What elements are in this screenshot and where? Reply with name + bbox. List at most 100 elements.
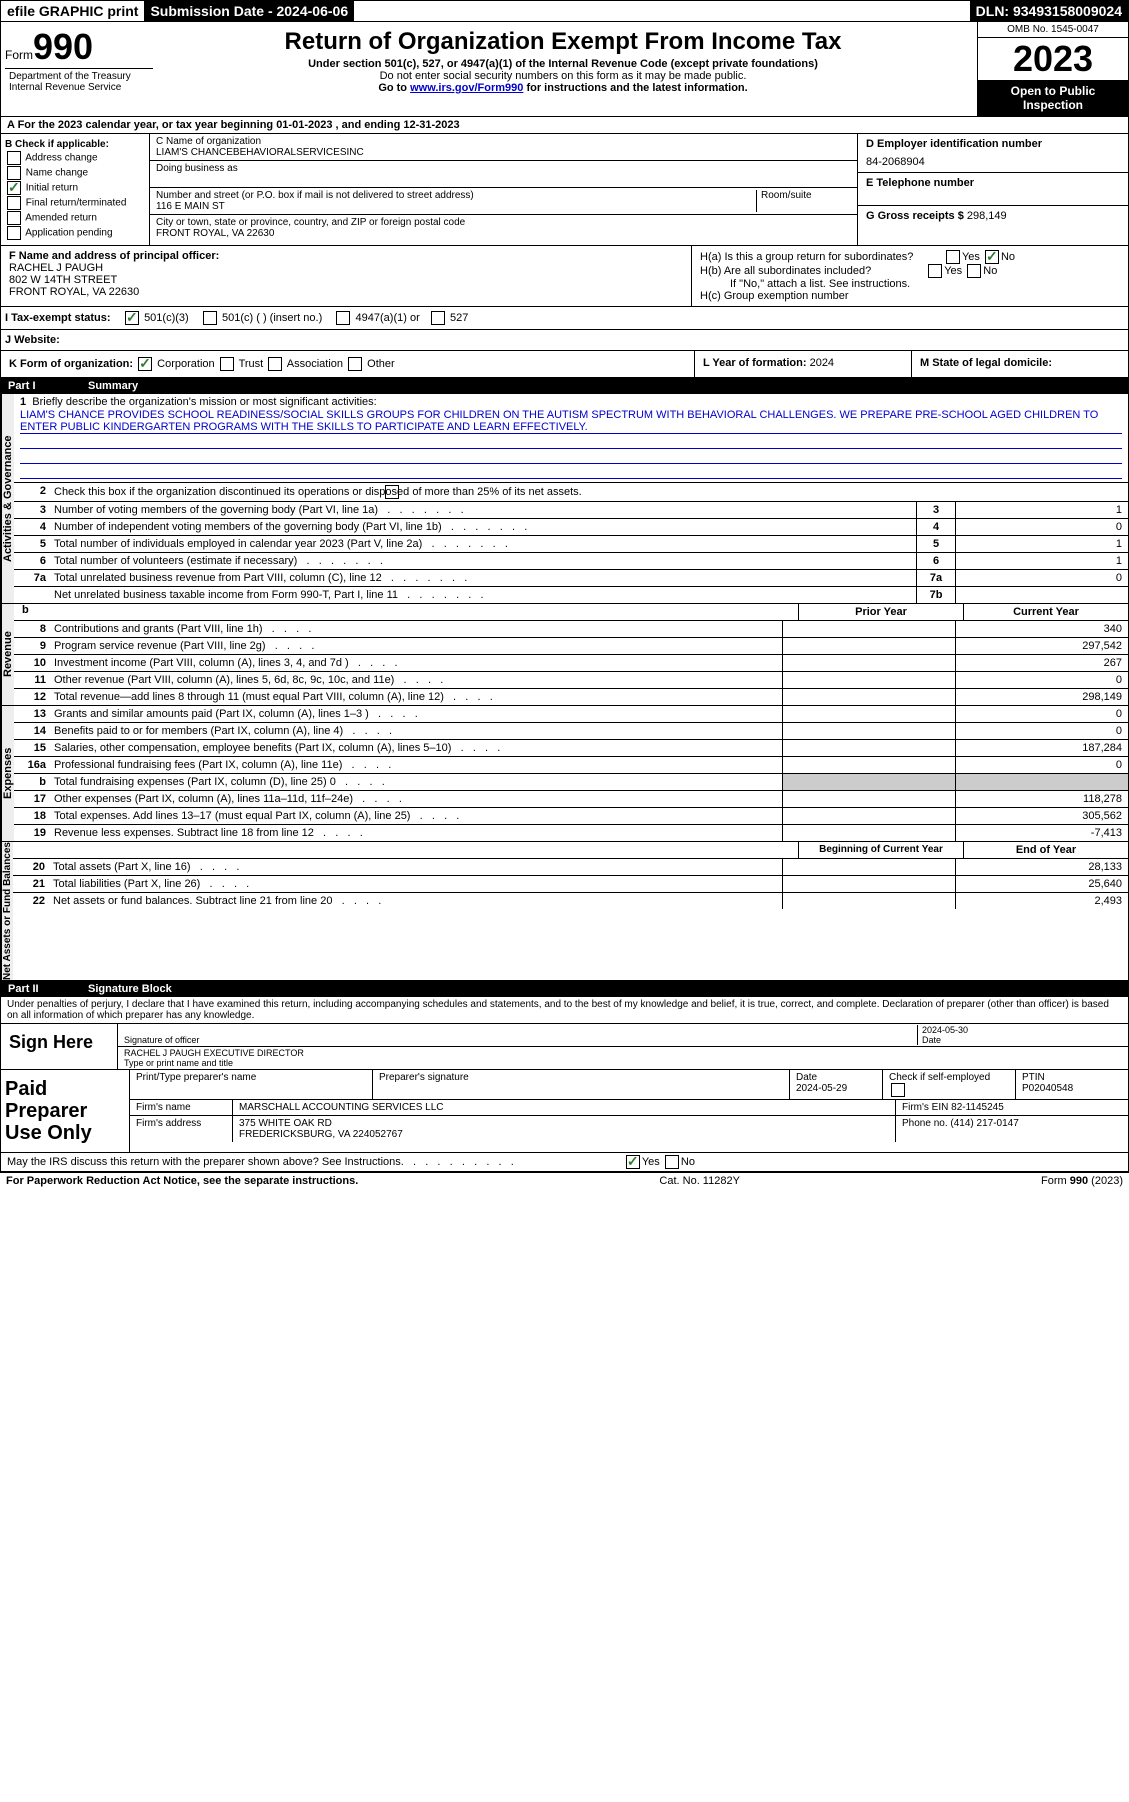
gov-row: 5Total number of individuals employed in… (14, 536, 1128, 553)
preparer-row: Paid Preparer Use Only Print/Type prepar… (1, 1070, 1128, 1152)
year-formation: L Year of formation: 2024 (694, 351, 911, 377)
gross-row: G Gross receipts $ 298,149 (858, 205, 1128, 226)
part-ii-label: Part II (8, 983, 88, 995)
col-b: B Check if applicable: Address change Na… (1, 134, 150, 245)
addr-label: Number and street (or P.O. box if mail i… (156, 190, 756, 201)
hdr-prior: Prior Year (798, 604, 963, 620)
row-k-l-m: K Form of organization: Corporation Trus… (0, 351, 1129, 378)
net-header: Beginning of Current Year End of Year (13, 842, 1128, 859)
data-row: 11Other revenue (Part VIII, column (A), … (14, 672, 1128, 689)
footer-mid: Cat. No. 11282Y (659, 1175, 740, 1187)
h-c: H(c) Group exemption number (700, 290, 1120, 302)
col-h: H(a) Is this a group return for subordin… (691, 246, 1128, 306)
mission-blank-2 (20, 450, 1122, 464)
preparer-body: Print/Type preparer's name Preparer's si… (130, 1070, 1128, 1152)
chk-final: Final return/terminated (5, 196, 145, 210)
part-i-label: Part I (8, 380, 88, 392)
part-i-title: Summary (88, 380, 138, 392)
public-inspection: Open to Public Inspection (978, 80, 1128, 116)
vlabel-governance: Activities & Governance (1, 394, 14, 603)
gov-row: 4Number of independent voting members of… (14, 519, 1128, 536)
city-state-zip: FRONT ROYAL, VA 22630 (156, 228, 851, 239)
title-block: Return of Organization Exempt From Incom… (149, 22, 977, 116)
gov-body: 1 Briefly describe the organization's mi… (14, 394, 1128, 603)
form-label: Form990 Department of the Treasury Inter… (1, 22, 149, 116)
firm-name-row: Firm's name MARSCHALL ACCOUNTING SERVICE… (130, 1100, 1128, 1116)
data-row: 19Revenue less expenses. Subtract line 1… (14, 825, 1128, 841)
row-f-h: F Name and address of principal officer:… (0, 246, 1129, 307)
phone-label: E Telephone number (866, 177, 1120, 189)
preparer-label: Paid Preparer Use Only (1, 1070, 130, 1152)
chk-name: Name change (5, 166, 145, 180)
sign-here-label: Sign Here (1, 1024, 118, 1069)
vlabel-revenue: Revenue (1, 604, 14, 705)
dba-row: Doing business as (150, 161, 857, 188)
topbar: efile GRAPHIC print Submission Date - 20… (0, 0, 1129, 22)
h-b-note: If "No," attach a list. See instructions… (700, 278, 1120, 290)
col-d-e: D Employer identification number 84-2068… (857, 134, 1128, 245)
form-org: K Form of organization: Corporation Trus… (1, 351, 694, 377)
topbar-spacer (354, 9, 970, 13)
perjury-text: Under penalties of perjury, I declare th… (0, 997, 1129, 1024)
data-row: 21Total liabilities (Part X, line 26) . … (13, 876, 1128, 893)
gov-row: 7aTotal unrelated business revenue from … (14, 570, 1128, 587)
officer-name: RACHEL J PAUGH (9, 262, 683, 274)
goto-pre: Go to (378, 82, 410, 94)
h-a: H(a) Is this a group return for subordin… (700, 250, 1120, 264)
irs-link[interactable]: www.irs.gov/Form990 (410, 82, 523, 94)
data-row: 16aProfessional fundraising fees (Part I… (14, 757, 1128, 774)
form-title: Return of Organization Exempt From Incom… (153, 28, 973, 56)
gov-row: Net unrelated business taxable income fr… (14, 587, 1128, 603)
org-name: LIAM'S CHANCEBEHAVIORALSERVICESINC (156, 147, 851, 158)
discuss-row: May the IRS discuss this return with the… (0, 1153, 1129, 1172)
section-governance: Activities & Governance 1 Briefly descri… (0, 394, 1129, 604)
sig-line: Signature of officer 2024-05-30Date (118, 1024, 1128, 1047)
mission-block: 1 Briefly describe the organization's mi… (14, 394, 1128, 483)
hdr-current: Current Year (963, 604, 1128, 620)
ein-label: D Employer identification number (866, 138, 1120, 150)
subtitle-3: Go to www.irs.gov/Form990 for instructio… (153, 82, 973, 94)
signature-block: Sign Here Signature of officer 2024-05-3… (0, 1024, 1129, 1153)
mission-blank-1 (20, 435, 1122, 449)
hdr-end: End of Year (963, 842, 1128, 858)
gross-label: G Gross receipts $ (866, 210, 964, 222)
footer: For Paperwork Reduction Act Notice, see … (0, 1172, 1129, 1189)
phone-row: E Telephone number (858, 172, 1128, 205)
data-row: 14Benefits paid to or for members (Part … (14, 723, 1128, 740)
officer-addr2: FRONT ROYAL, VA 22630 (9, 286, 683, 298)
chk-amended: Amended return (5, 211, 145, 225)
tax-status-options: 501(c)(3) 501(c) ( ) (insert no.) 4947(a… (119, 307, 1128, 329)
header: Form990 Department of the Treasury Inter… (0, 22, 1129, 117)
col-f: F Name and address of principal officer:… (1, 246, 691, 306)
subtitle-2: Do not enter social security numbers on … (153, 70, 973, 82)
ein-row: D Employer identification number 84-2068… (858, 134, 1128, 172)
city-label: City or town, state or province, country… (156, 217, 851, 228)
rev-header: b Prior Year Current Year (14, 604, 1128, 621)
officer-addr1: 802 W 14TH STREET (9, 274, 683, 286)
data-row: 10Investment income (Part VIII, column (… (14, 655, 1128, 672)
city-row: City or town, state or province, country… (150, 215, 857, 241)
col-c: C Name of organization LIAM'S CHANCEBEHA… (150, 134, 857, 245)
form-word: Form (5, 48, 33, 62)
part-ii-header: Part II Signature Block (0, 981, 1129, 997)
data-row: 17Other expenses (Part IX, column (A), l… (14, 791, 1128, 808)
data-row: bTotal fundraising expenses (Part IX, co… (14, 774, 1128, 791)
name-line: RACHEL J PAUGH EXECUTIVE DIRECTORType or… (118, 1047, 1128, 1069)
footer-left: For Paperwork Reduction Act Notice, see … (6, 1175, 358, 1187)
goto-post: for instructions and the latest informat… (523, 82, 747, 94)
data-row: 9Program service revenue (Part VIII, lin… (14, 638, 1128, 655)
footer-right: Form 990 (2023) (1041, 1175, 1123, 1187)
section-net-assets: Net Assets or Fund Balances Beginning of… (0, 842, 1129, 981)
state-domicile: M State of legal domicile: (911, 351, 1128, 377)
b-header: B Check if applicable: (5, 139, 145, 150)
dln: DLN: 93493158009024 (970, 1, 1128, 21)
row-i: I Tax-exempt status: 501(c)(3) 501(c) ( … (0, 307, 1129, 330)
row-j: J Website: (0, 330, 1129, 351)
rev-body: b Prior Year Current Year 8Contributions… (14, 604, 1128, 705)
part-ii-title: Signature Block (88, 983, 172, 995)
ein-value: 84-2068904 (866, 150, 1120, 168)
data-row: 13Grants and similar amounts paid (Part … (14, 706, 1128, 723)
q2-row: 2 Check this box if the organization dis… (14, 483, 1128, 502)
sign-cells: Signature of officer 2024-05-30Date RACH… (118, 1024, 1128, 1069)
section-revenue: Revenue b Prior Year Current Year 8Contr… (0, 604, 1129, 706)
